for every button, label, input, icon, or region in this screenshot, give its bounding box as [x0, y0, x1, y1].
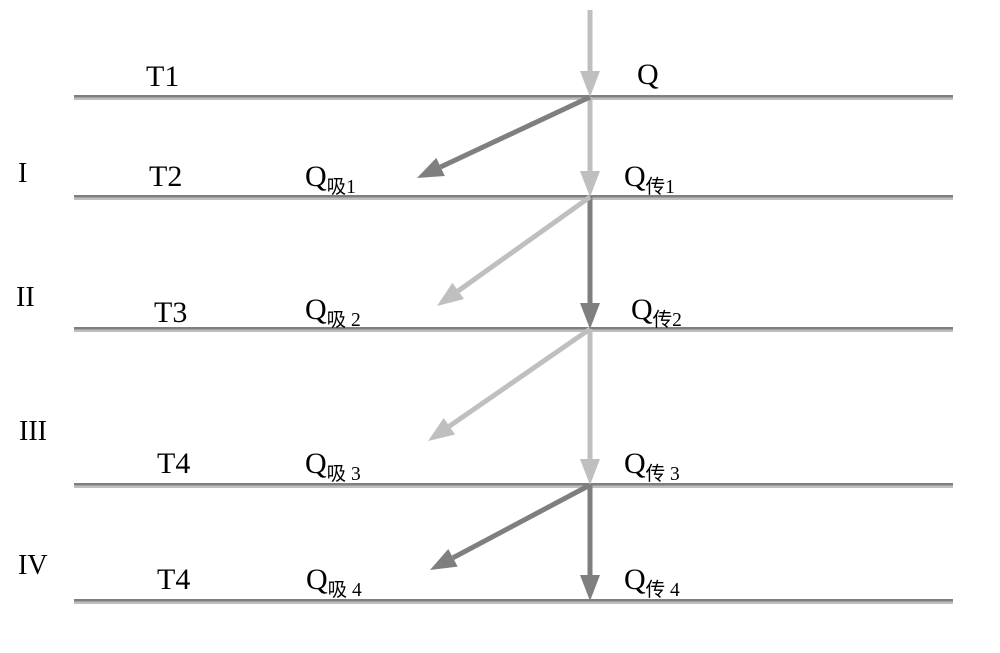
- t-label-3: T3: [154, 296, 187, 330]
- heat-transfer-diagram: I II III IV T1 T2 T3 T4 T4 Q Q吸1 Q传1 Q吸 …: [0, 0, 1000, 653]
- row-label-2: II: [16, 282, 35, 314]
- t-label-5: T4: [157, 563, 190, 597]
- t-label-1: T1: [146, 60, 179, 94]
- q-transmit-1: Q传1: [624, 160, 675, 194]
- q-absorb-4: Q吸 4: [306, 563, 362, 597]
- t-label-4: T4: [157, 447, 190, 481]
- row-label-4: IV: [18, 550, 48, 582]
- t-label-2: T2: [149, 160, 182, 194]
- q-absorb-2: Q吸 2: [305, 293, 361, 327]
- q-label-incident: Q: [637, 58, 659, 92]
- row-label-3: III: [19, 416, 47, 448]
- q-transmit-2: Q传2: [631, 293, 682, 327]
- q-transmit-3: Q传 3: [624, 447, 680, 481]
- q-transmit-4: Q传 4: [624, 563, 680, 597]
- row-label-1: I: [18, 158, 27, 190]
- q-absorb-3: Q吸 3: [305, 447, 361, 481]
- q-absorb-1: Q吸1: [305, 160, 356, 194]
